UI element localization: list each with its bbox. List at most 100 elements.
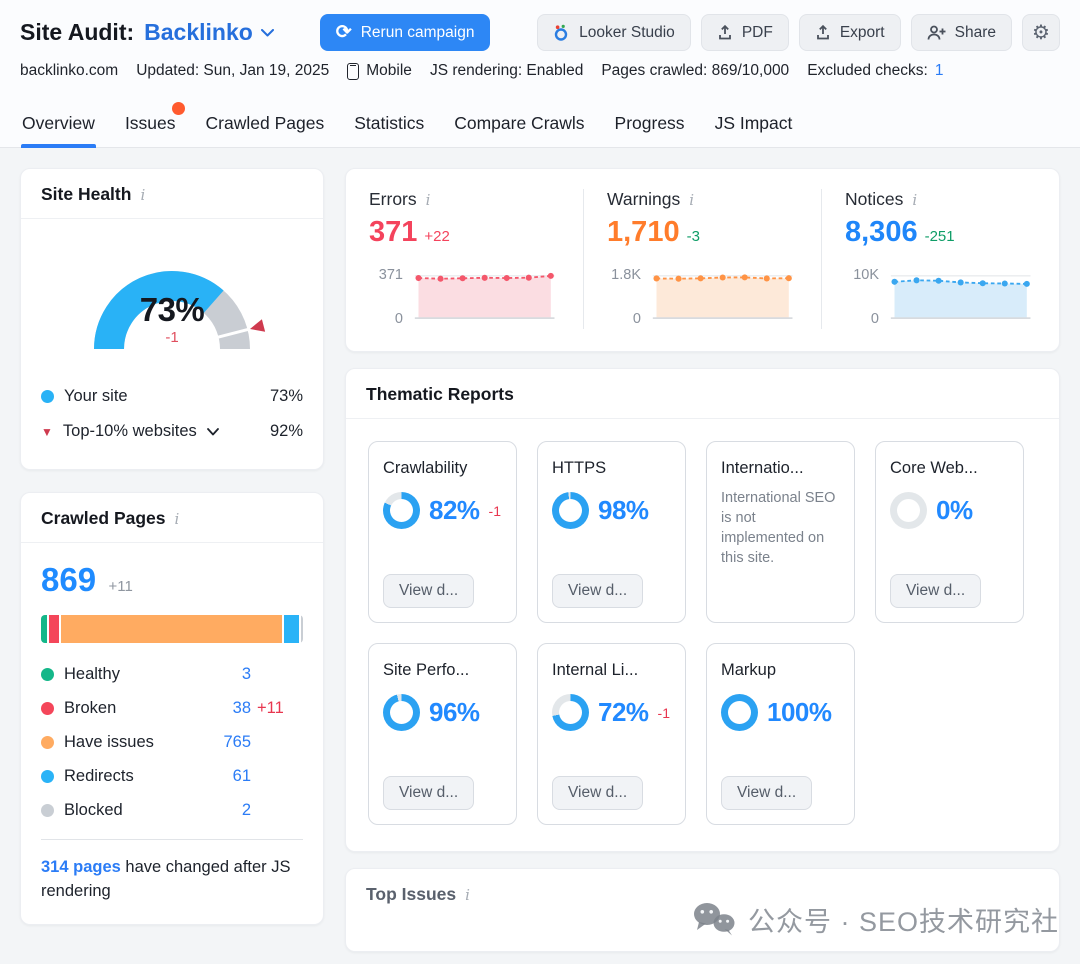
ring-hole — [390, 499, 413, 522]
thematic-card-site-perfo: Site Perfo... 96% View d... — [368, 643, 517, 825]
tab-label: Overview — [22, 113, 95, 133]
device-item: Mobile — [347, 62, 412, 80]
excluded-checks-link[interactable]: 1 — [934, 62, 944, 79]
thematic-percent: 96% — [429, 697, 480, 727]
legend-top10-websites[interactable]: ▼ Top-10% websites 92% — [41, 414, 303, 449]
campaign-meta: backlinko.com Updated: Sun, Jan 19, 2025… — [0, 51, 1080, 93]
crawled-stacked-bar — [41, 615, 303, 643]
legend-label: Broken — [64, 698, 117, 717]
site-health-title: Site Health — [41, 184, 132, 204]
view-details-button[interactable]: View d... — [383, 574, 475, 608]
thematic-card-title: Site Perfo... — [383, 661, 470, 679]
y-min-label: 0 — [870, 311, 879, 327]
thematic-percent: 98% — [598, 495, 649, 525]
gear-icon: ⚙ — [1032, 21, 1050, 44]
changed-pages-text: have changed after JS rendering — [41, 858, 291, 900]
thematic-delta: -1 — [488, 502, 501, 519]
legend-value[interactable]: 765 — [223, 732, 251, 751]
info-icon[interactable]: i — [174, 509, 180, 528]
sparkline-chart — [890, 275, 1031, 320]
metric-title: Notices — [845, 189, 904, 209]
thematic-percent: 0% — [936, 495, 973, 525]
legend-dot — [41, 667, 54, 681]
metric-title: Errors — [369, 189, 417, 209]
view-details-button[interactable]: View d... — [890, 574, 982, 608]
view-details-button[interactable]: View d... — [552, 574, 644, 608]
export-button[interactable]: Export — [798, 14, 901, 51]
tab-issues[interactable]: Issues — [124, 102, 185, 147]
y-axis-labels: 10K 0 — [845, 265, 879, 329]
main-content: Site Health i 73% -1 Your site 73% — [0, 148, 1080, 972]
metric-delta: +22 — [424, 228, 450, 245]
metric-value[interactable]: 1,710 — [607, 216, 680, 248]
tab-overview[interactable]: Overview — [21, 107, 96, 148]
tab-progress[interactable]: Progress — [614, 107, 686, 147]
bar-segment-redirects — [283, 615, 299, 643]
crawled-total: 869 — [41, 561, 97, 598]
tab-crawled-pages[interactable]: Crawled Pages — [205, 107, 326, 147]
js-rendering-note: 314 pages have changed after JS renderin… — [41, 856, 303, 904]
tab-label: Statistics — [354, 113, 425, 133]
legend-value[interactable]: 2 — [241, 800, 251, 819]
y-max-label: 1.8K — [611, 267, 641, 283]
metric-title-row: Warnings i — [607, 189, 798, 210]
legend-row-redirects: Redirects 61 — [41, 759, 303, 793]
looker-studio-icon — [554, 24, 568, 41]
sparkline-chart — [652, 274, 793, 320]
gauge-chart — [66, 245, 278, 366]
view-details-button[interactable]: View d... — [383, 776, 475, 810]
your-site-value: 73% — [269, 387, 303, 405]
rerun-campaign-button[interactable]: ⟳ Rerun campaign — [319, 14, 491, 51]
legend-value[interactable]: 61 — [232, 766, 251, 785]
metric-value[interactable]: 371 — [369, 216, 418, 248]
thematic-card-title: Internal Li... — [552, 661, 639, 679]
legend-value[interactable]: 38 — [232, 698, 251, 717]
metric-value[interactable]: 8,306 — [845, 216, 918, 248]
thematic-score-row: 82% -1 — [383, 492, 502, 529]
crawled-total-row: 869 +11 — [41, 561, 303, 599]
top-issues-header: Top Issues i — [346, 869, 1059, 918]
thematic-card-title: Core Web... — [890, 459, 978, 477]
thematic-score-row: 0% — [890, 492, 1009, 529]
top-issues-card: Top Issues i — [345, 868, 1060, 952]
divider — [41, 839, 303, 840]
changed-pages-link[interactable]: 314 pages — [41, 858, 121, 876]
info-icon[interactable]: i — [689, 190, 695, 209]
site-health-value: 73% — [139, 291, 205, 328]
tab-js-impact[interactable]: JS Impact — [714, 107, 794, 147]
thematic-card-title: Crawlability — [383, 459, 468, 477]
pdf-label: PDF — [741, 23, 773, 41]
info-icon[interactable]: i — [912, 190, 918, 209]
thematic-card-title: Markup — [721, 661, 777, 679]
right-column: Errors i 371 +22 371 0 Warnings i 1,710 -3 1.8K 0 No… — [345, 168, 1060, 952]
pdf-button[interactable]: PDF — [700, 14, 789, 51]
tab-label: JS Impact — [714, 113, 793, 133]
legend-row-have-issues: Have issues 765 — [41, 725, 303, 759]
thematic-percent: 82% — [429, 495, 480, 525]
ring-hole — [897, 499, 920, 522]
info-icon[interactable]: i — [425, 190, 431, 209]
view-details-button[interactable]: View d... — [552, 776, 644, 810]
bar-segment-healthy — [41, 615, 47, 643]
thematic-delta: -1 — [657, 704, 670, 721]
settings-button[interactable]: ⚙ — [1022, 14, 1060, 51]
progress-ring — [552, 694, 589, 731]
share-button[interactable]: Share — [910, 14, 1012, 51]
tab-compare-crawls[interactable]: Compare Crawls — [453, 107, 585, 147]
thematic-card-internatio: Internatio... International SEO is not im… — [706, 441, 855, 623]
metric-delta: -3 — [686, 228, 700, 245]
view-details-button[interactable]: View d... — [721, 776, 813, 810]
tab-statistics[interactable]: Statistics — [353, 107, 425, 147]
tab-label: Issues — [124, 113, 176, 133]
export-label: Export — [839, 23, 885, 41]
legend-value[interactable]: 3 — [241, 664, 251, 683]
project-selector[interactable]: Backlinko — [144, 19, 274, 46]
info-icon[interactable]: i — [140, 185, 146, 204]
ring-hole — [390, 701, 413, 724]
thematic-reports-title: Thematic Reports — [366, 384, 514, 404]
excluded-checks-item: Excluded checks: 1 — [807, 62, 943, 80]
ring-hole — [559, 499, 582, 522]
metric-title-row: Errors i — [369, 189, 560, 210]
info-icon[interactable]: i — [465, 885, 470, 904]
looker-studio-button[interactable]: Looker Studio — [537, 14, 691, 51]
